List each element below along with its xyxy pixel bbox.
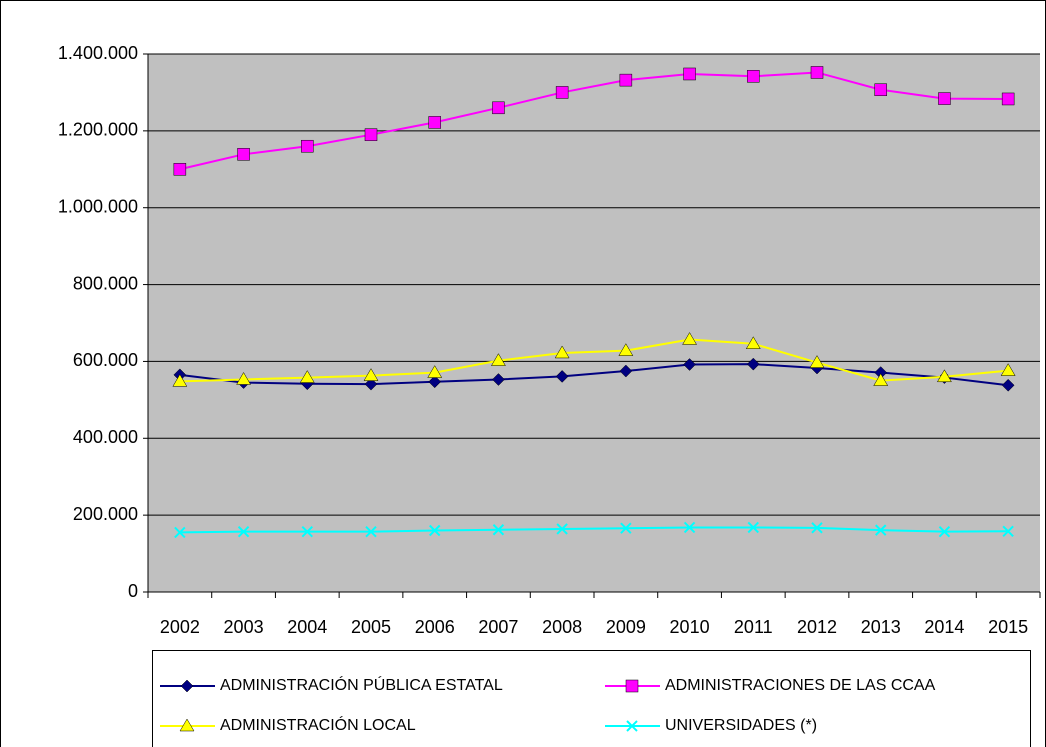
marker bbox=[809, 355, 825, 368]
marker bbox=[1001, 92, 1015, 106]
marker bbox=[555, 370, 569, 383]
marker bbox=[874, 83, 887, 96]
x-tick-label: 2002 bbox=[160, 617, 200, 637]
x-tick-label: 2013 bbox=[861, 617, 901, 637]
marker bbox=[683, 67, 696, 81]
marker bbox=[619, 364, 633, 378]
y-tick-label: 1.000.000 bbox=[58, 196, 138, 216]
series-line bbox=[179, 71, 1009, 171]
marker bbox=[811, 522, 823, 534]
marker bbox=[936, 369, 952, 383]
marker bbox=[683, 358, 696, 371]
marker bbox=[556, 523, 568, 535]
marker bbox=[746, 357, 760, 371]
x-tick-label: 2015 bbox=[988, 617, 1028, 637]
marker bbox=[625, 679, 639, 693]
marker bbox=[364, 377, 378, 391]
x-tick-label: 2004 bbox=[287, 617, 327, 637]
series-line bbox=[179, 363, 1009, 387]
marker bbox=[1002, 525, 1014, 537]
marker bbox=[427, 365, 443, 378]
marker bbox=[1000, 363, 1016, 376]
y-tick-label: 1.200.000 bbox=[58, 120, 138, 140]
marker bbox=[875, 524, 887, 536]
series-line bbox=[179, 338, 1009, 383]
marker bbox=[301, 525, 313, 538]
marker bbox=[938, 92, 951, 105]
marker bbox=[364, 128, 378, 141]
marker bbox=[810, 66, 824, 79]
marker bbox=[555, 86, 569, 99]
legend-label: UNIVERSIDADES (*) bbox=[665, 717, 817, 734]
marker bbox=[626, 720, 638, 732]
y-tick-label: 800.000 bbox=[73, 273, 138, 293]
x-tick-label: 2008 bbox=[542, 617, 582, 637]
marker bbox=[237, 148, 250, 161]
x-tick-label: 2011 bbox=[734, 617, 773, 637]
y-tick-label: 1.400.000 bbox=[58, 43, 138, 63]
marker bbox=[173, 163, 187, 176]
y-tick-label: 600.000 bbox=[73, 350, 138, 370]
marker bbox=[873, 373, 889, 386]
marker bbox=[179, 718, 195, 732]
x-tick-label: 2014 bbox=[924, 617, 964, 637]
marker bbox=[490, 353, 506, 366]
x-tick-label: 2005 bbox=[351, 617, 391, 637]
marker bbox=[237, 525, 250, 538]
marker bbox=[492, 524, 505, 536]
marker bbox=[938, 525, 951, 538]
legend-label: ADMINISTRACIÓN LOCAL bbox=[220, 715, 416, 734]
x-tick-label: 2007 bbox=[478, 617, 518, 637]
y-tick-label: 200.000 bbox=[73, 504, 138, 524]
marker bbox=[619, 73, 633, 87]
marker bbox=[299, 370, 315, 383]
marker bbox=[620, 522, 632, 534]
marker bbox=[428, 116, 441, 129]
marker bbox=[428, 375, 442, 389]
marker bbox=[492, 101, 505, 115]
marker bbox=[492, 373, 505, 386]
x-tick-label: 2006 bbox=[415, 617, 455, 637]
marker bbox=[683, 521, 696, 534]
marker bbox=[747, 70, 760, 83]
marker bbox=[682, 332, 698, 345]
marker bbox=[429, 524, 441, 537]
marker bbox=[618, 343, 634, 356]
marker bbox=[554, 345, 570, 359]
legend-label: ADMINISTRACIONES DE LAS CCAA bbox=[665, 677, 936, 694]
marker bbox=[365, 525, 377, 538]
marker bbox=[747, 521, 759, 534]
y-tick-label: 0 bbox=[128, 581, 138, 601]
x-tick-label: 2003 bbox=[224, 617, 264, 637]
marker bbox=[745, 336, 761, 350]
marker bbox=[1001, 378, 1015, 392]
marker bbox=[180, 679, 194, 693]
series-line bbox=[179, 526, 1009, 534]
marker bbox=[363, 368, 379, 381]
marker bbox=[236, 371, 252, 385]
legend-box bbox=[152, 650, 1031, 747]
plot-area bbox=[148, 54, 1040, 592]
x-tick-label: 2009 bbox=[606, 617, 646, 637]
y-tick-label: 400.000 bbox=[73, 427, 138, 447]
marker bbox=[172, 373, 188, 387]
marker bbox=[301, 139, 314, 153]
marker bbox=[174, 526, 186, 539]
x-tick-label: 2012 bbox=[797, 617, 837, 637]
legend-label: ADMINISTRACIÓN PÚBLICA ESTATAL bbox=[220, 675, 503, 694]
x-tick-label: 2010 bbox=[670, 617, 710, 637]
